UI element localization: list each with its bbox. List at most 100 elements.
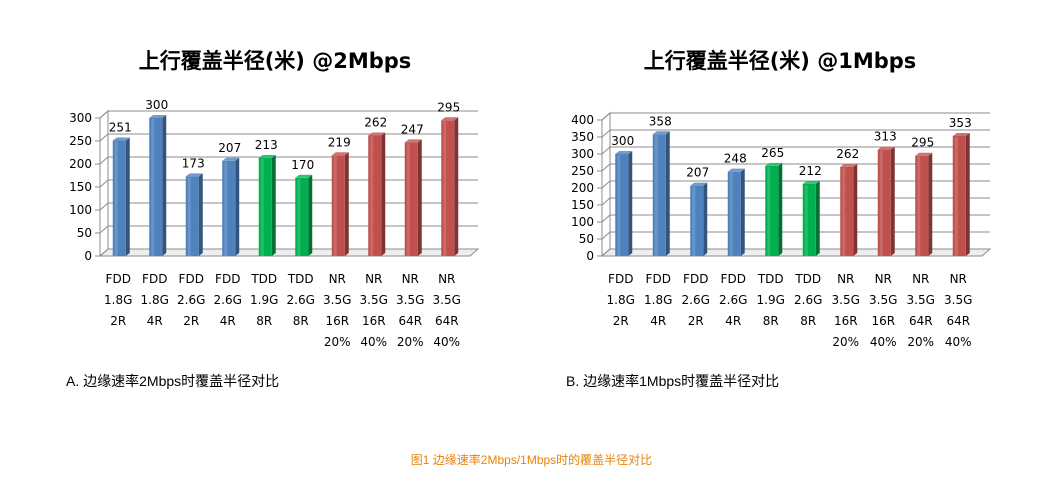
y-tick-label: 250 <box>69 134 92 148</box>
bar-top <box>877 146 895 150</box>
bar <box>149 115 167 256</box>
bar-front <box>840 166 854 256</box>
gridline <box>99 225 478 234</box>
bar-highlight <box>443 121 447 256</box>
bar-side <box>965 132 970 256</box>
gridline <box>601 197 990 206</box>
bar-front <box>404 142 418 256</box>
gridline <box>99 133 478 142</box>
bar-front <box>441 120 455 256</box>
data-label: 300 <box>145 98 168 112</box>
bar-highlight <box>224 161 228 256</box>
bar-side <box>381 132 386 256</box>
y-tick-label: 50 <box>77 226 92 240</box>
bar <box>331 152 349 256</box>
bar <box>222 157 240 256</box>
bar <box>802 180 820 256</box>
bar-top <box>802 180 820 184</box>
bar <box>840 163 858 256</box>
gridline <box>601 129 990 138</box>
y-tick-label: 300 <box>571 147 594 161</box>
bar <box>952 132 970 256</box>
bar-top <box>295 174 313 178</box>
bar-front <box>368 135 382 256</box>
bar-highlight <box>767 166 771 256</box>
bar-side <box>853 163 858 256</box>
category-label: FDD 1.8G 4R <box>141 272 169 328</box>
bar-top <box>690 182 708 186</box>
subcaption-a: A. 边缘速率2Mbps时覆盖半径对比 <box>66 373 280 389</box>
gridline <box>99 202 478 211</box>
bar-side <box>890 146 895 256</box>
y-tick-label: 100 <box>69 203 92 217</box>
data-label: 353 <box>949 116 972 130</box>
bar-highlight <box>917 156 921 256</box>
bar-top <box>368 132 386 136</box>
chart-1mbps: 上行覆盖半径(米) @1Mbps 0 50 100 150 200 250 300 350 400… <box>571 49 992 349</box>
bar-top <box>258 155 276 159</box>
bar-highlight <box>654 135 658 256</box>
gridline <box>99 179 478 188</box>
bar-side <box>235 157 240 256</box>
gridline <box>601 112 990 121</box>
y-tick-label: 400 <box>571 113 594 127</box>
category-label: NR 3.5G 64R 20% <box>907 272 935 349</box>
bar-side <box>308 174 313 256</box>
gridline <box>601 231 990 240</box>
bar-front <box>952 135 966 256</box>
data-label: 248 <box>724 152 747 166</box>
chart-title: 上行覆盖半径(米) @2Mbps <box>139 49 412 73</box>
bar <box>652 131 670 256</box>
gridline <box>601 163 990 172</box>
bar-highlight <box>954 136 958 256</box>
data-label: 295 <box>437 100 460 114</box>
data-label: 247 <box>401 122 424 136</box>
bar-front <box>222 160 236 256</box>
bar <box>258 155 276 256</box>
bar-top <box>615 151 633 154</box>
y-tick-label: 250 <box>571 164 594 178</box>
category-label: FDD 2.6G 4R <box>214 272 242 328</box>
bar-top <box>331 152 349 156</box>
bar-side <box>665 131 670 256</box>
category-label: NR 3.5G 16R 40% <box>869 272 897 349</box>
bar-highlight <box>333 156 337 256</box>
category-label: NR 3.5G 64R 40% <box>944 272 972 349</box>
bar <box>690 182 708 256</box>
data-label: 207 <box>686 166 709 180</box>
bar-side <box>815 180 820 256</box>
bar-front <box>112 140 126 256</box>
data-label: 313 <box>874 130 897 144</box>
data-label: 219 <box>328 135 351 149</box>
bar-highlight <box>406 143 410 256</box>
bar <box>185 173 203 256</box>
y-tick-label: 200 <box>571 181 594 195</box>
bar-front <box>185 176 199 256</box>
gridline <box>601 180 990 189</box>
gridline <box>601 248 990 257</box>
bar <box>877 146 895 256</box>
bar-side <box>344 152 349 256</box>
y-tick-label: 0 <box>586 249 594 263</box>
bar-highlight <box>842 167 846 256</box>
category-label: TDD 1.9G 8R <box>250 272 278 328</box>
bar-highlight <box>114 141 118 256</box>
bar-top <box>112 137 130 141</box>
bar-front <box>295 177 309 256</box>
bar-highlight <box>729 172 733 256</box>
bar-side <box>778 162 783 256</box>
bar-front <box>331 155 345 256</box>
y-tick-label: 100 <box>571 215 594 229</box>
y-tick-label: 150 <box>69 180 92 194</box>
bar-side <box>271 155 276 256</box>
category-label: NR 3.5G 64R 20% <box>396 272 424 349</box>
bar-front <box>615 154 629 256</box>
bar-front <box>877 149 891 256</box>
category-label: FDD 1.8G 4R <box>644 272 672 328</box>
data-label: 251 <box>109 121 132 135</box>
bar-front <box>915 155 929 256</box>
bar-side <box>198 173 203 256</box>
data-label: 295 <box>911 136 934 150</box>
category-label: FDD 1.8G 2R <box>104 272 132 328</box>
data-label: 300 <box>611 134 634 148</box>
